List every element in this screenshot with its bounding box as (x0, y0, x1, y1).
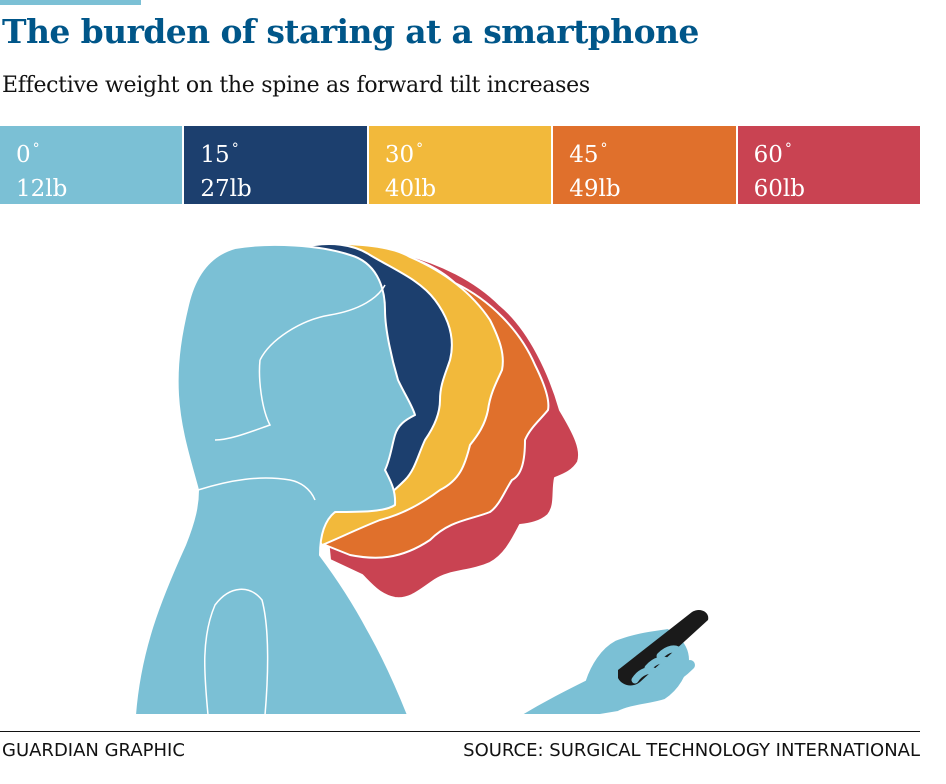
legend-angle: 0 (16, 142, 31, 168)
chart-subtitle: Effective weight on the spine as forward… (2, 73, 590, 98)
chart-title: The burden of staring at a smartphone (2, 12, 699, 51)
legend-cell-45: 45 ° 49lb (553, 126, 736, 204)
footer-source: SOURCE: SURGICAL TECHNOLOGY INTERNATIONA… (463, 740, 920, 761)
legend-angle: 30 (384, 142, 415, 168)
smartphone-icon (618, 609, 709, 686)
legend-angle: 45 (569, 142, 599, 168)
legend-cell-0: 0 ° 12lb (0, 126, 183, 204)
legend-cell-30: 30 ° 40lb (368, 126, 552, 204)
person-0-silhouette (134, 243, 416, 716)
legend-weight: 12lb (16, 176, 68, 202)
legend-weight: 27lb (200, 176, 252, 202)
degree-symbol: ° (231, 141, 239, 157)
footer-credit: GUARDIAN GRAPHIC (2, 740, 185, 761)
legend-weight: 49lb (569, 176, 621, 202)
legend-cell-15: 15 ° 27lb (184, 126, 367, 204)
legend: 0 ° 12lb 15 ° 27lb 30 ° 40lb 45 ° 49lb 60 ° 6… (0, 126, 921, 204)
legend-angle: 15 (200, 142, 230, 168)
degree-symbol: ° (32, 141, 40, 157)
degree-symbol: ° (600, 141, 608, 157)
accent-bar (0, 0, 141, 5)
footer-rule (0, 731, 920, 732)
degree-symbol: ° (416, 141, 424, 157)
legend-weight: 60lb (753, 176, 805, 202)
legend-cell-60: 60 ° 60lb (737, 126, 921, 204)
degree-symbol: ° (784, 141, 792, 157)
legend-weight: 40lb (384, 176, 437, 202)
person-head-tilt-silhouettes-icon (134, 243, 709, 716)
legend-angle: 60 (753, 142, 783, 168)
